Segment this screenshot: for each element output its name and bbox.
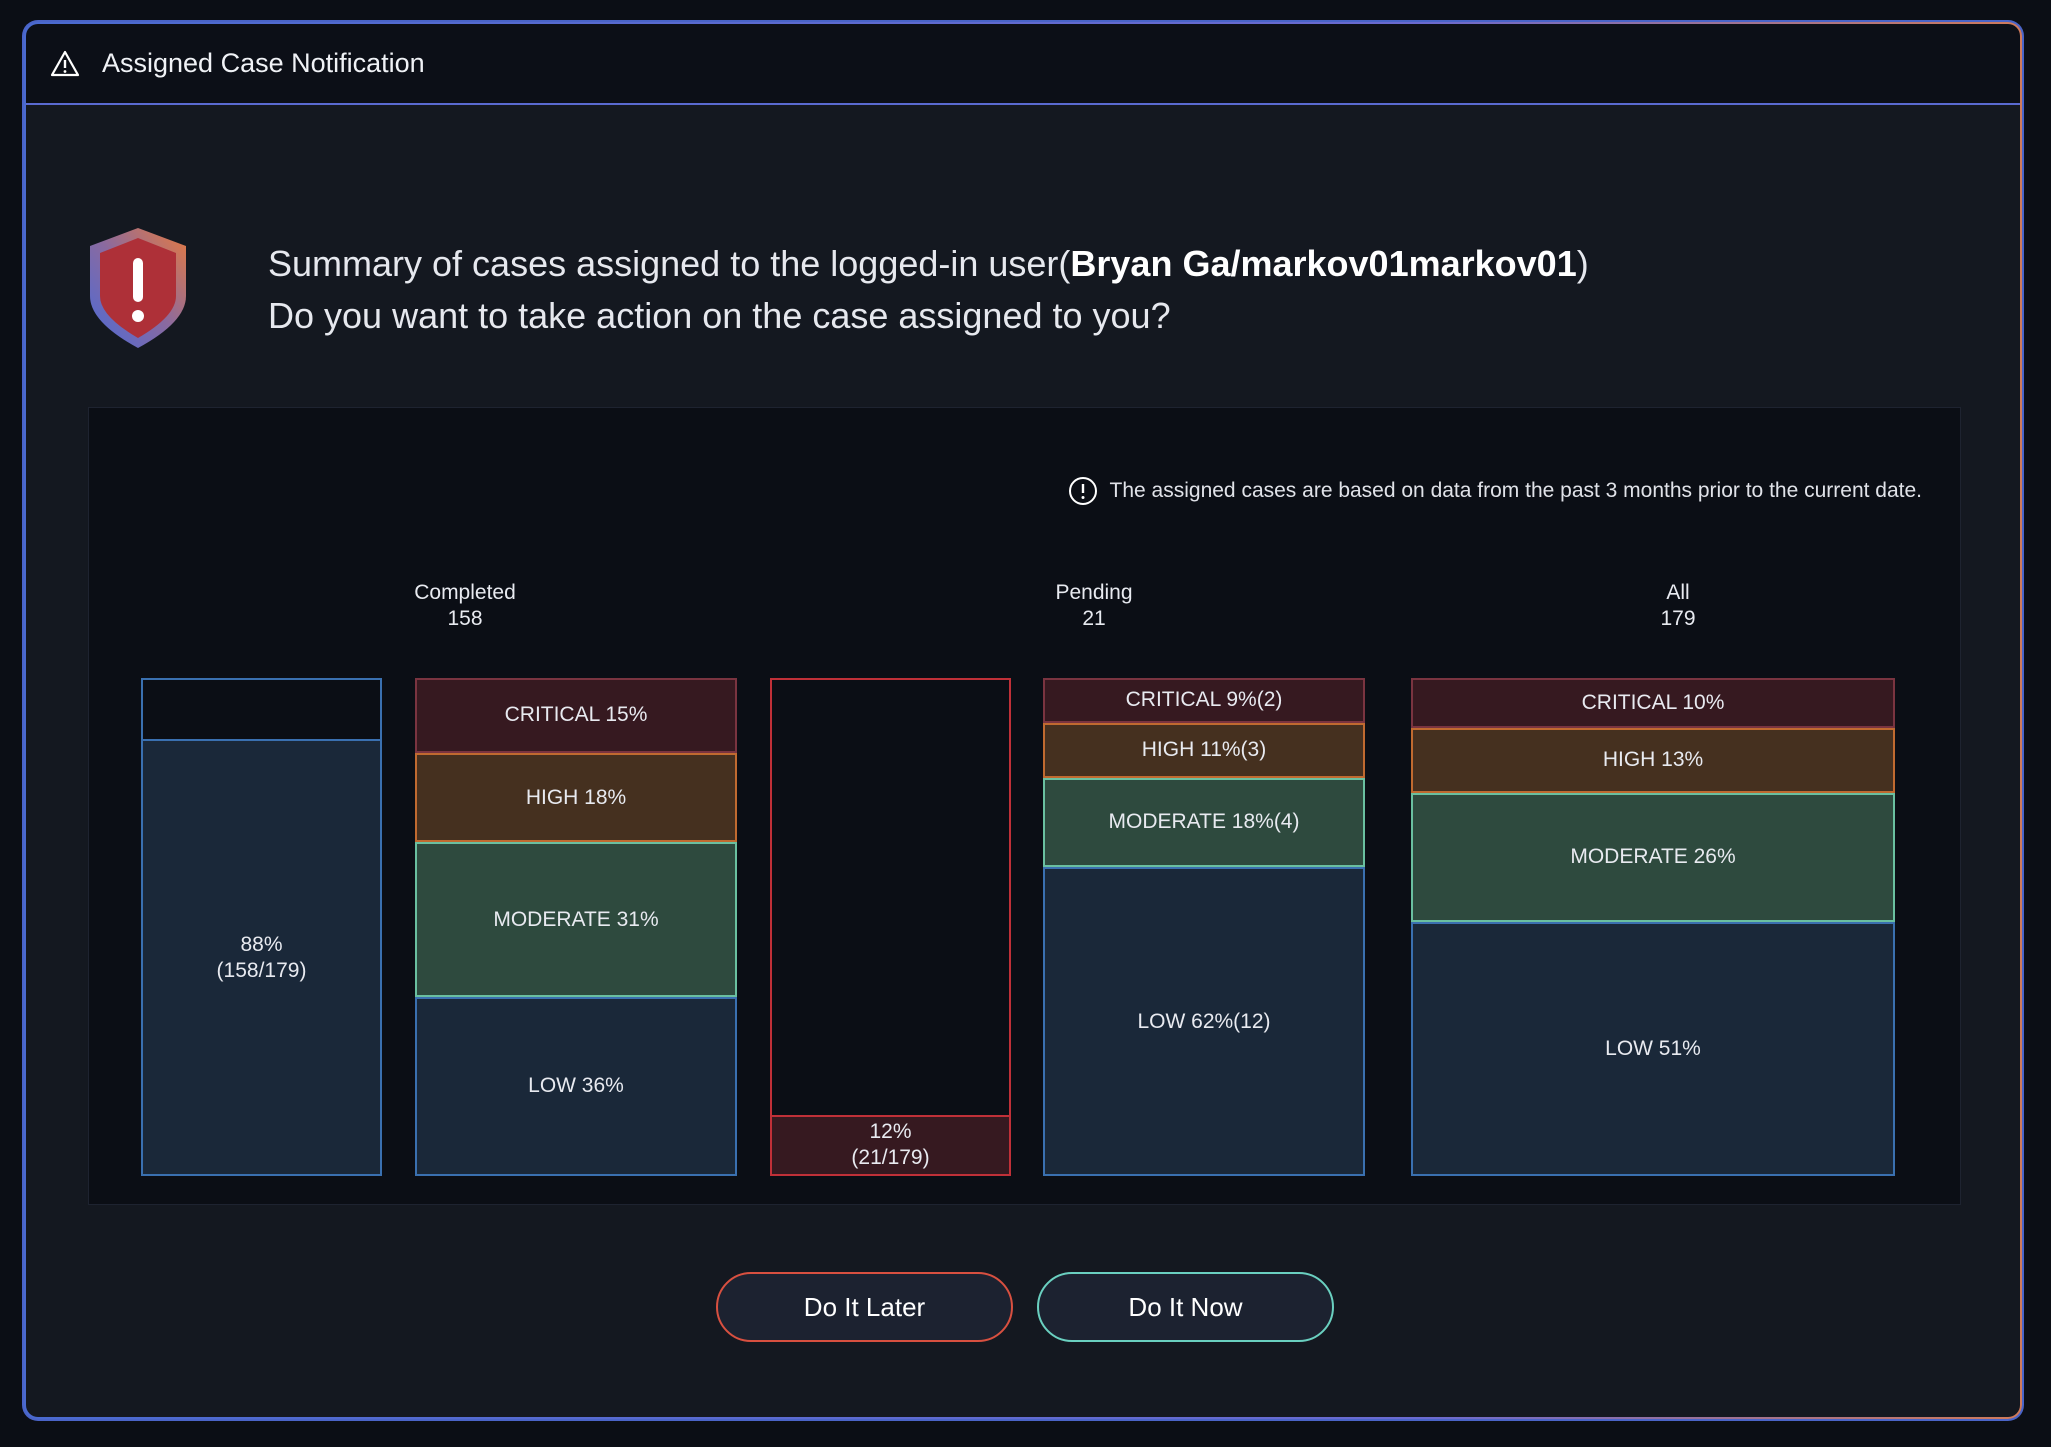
info-note-text: The assigned cases are based on data fro…: [1109, 479, 1922, 502]
segment-label: MODERATE 18%(4): [1108, 810, 1300, 834]
bar-4: CRITICAL 10% HIGH 13% MODERATE 26% LOW 51%: [1411, 678, 1895, 1176]
summary-prefix: Summary of cases assigned to the logged-…: [268, 243, 1071, 284]
segment-label: LOW 62%(12): [1137, 1009, 1271, 1033]
shield-alert-icon: [90, 228, 186, 348]
info-circle-icon: [1068, 477, 1097, 505]
group-label-completed: Completed 158: [414, 580, 516, 632]
modal-title: Assigned Case Notification: [102, 48, 425, 78]
group-count: 179: [1660, 607, 1696, 630]
summary-question: Do you want to take action on the case a…: [268, 295, 1171, 336]
segment-label: HIGH 11%(3): [1141, 738, 1267, 762]
segment-moderate: MODERATE 26%: [1411, 792, 1895, 922]
segment-low: LOW 36%: [415, 996, 737, 1176]
ratio-fill: 88% (158/179): [143, 739, 380, 1174]
segment-moderate: MODERATE 18%(4): [1043, 777, 1365, 868]
segment-critical: CRITICAL 15%: [415, 678, 737, 753]
group-count: 158: [447, 607, 483, 630]
bar-3: CRITICAL 9%(2) HIGH 11%(3) MODERATE 18%(4)…: [1043, 678, 1365, 1176]
group-label-all: All 179: [1660, 580, 1695, 632]
segment-critical: CRITICAL 9%(2): [1043, 678, 1365, 723]
group-name: Pending: [1055, 581, 1133, 604]
segment-label: LOW 36%: [528, 1074, 624, 1098]
bar-2: 12% (21/179): [770, 678, 1011, 1176]
chart-panel: The assigned cases are based on data fro…: [88, 407, 1961, 1205]
ratio-percent: 88%: [240, 932, 283, 956]
info-note: The assigned cases are based on data fro…: [1068, 476, 1922, 506]
segment-critical: CRITICAL 10%: [1411, 678, 1895, 728]
segment-label: MODERATE 31%: [493, 907, 659, 931]
segment-label: HIGH 13%: [1602, 748, 1704, 772]
segment-label: CRITICAL 15%: [504, 703, 648, 727]
group-count: 21: [1082, 607, 1106, 630]
segment-high: HIGH 11%(3): [1043, 722, 1365, 778]
segment-label: LOW 51%: [1605, 1037, 1701, 1060]
segment-low: LOW 51%: [1411, 922, 1895, 1176]
summary-text: Summary of cases assigned to the logged-…: [268, 238, 1589, 342]
segment-label: MODERATE 26%: [1570, 845, 1736, 869]
modal-header: Assigned Case Notification: [26, 24, 2020, 105]
ratio-percent: 12%: [869, 1120, 912, 1144]
segment-moderate: MODERATE 31%: [415, 842, 737, 997]
summary-suffix: ): [1576, 243, 1589, 284]
ratio-count: (158/179): [216, 958, 307, 982]
bar-0: 88% (158/179): [141, 678, 382, 1176]
segment-label: HIGH 18%: [525, 785, 627, 809]
do-it-later-button[interactable]: Do It Later: [716, 1272, 1013, 1342]
user-name: Bryan Ga/markov01markov01: [1070, 243, 1577, 284]
ratio-fill: 12% (21/179): [772, 1114, 1009, 1174]
segment-label: CRITICAL 9%(2): [1125, 688, 1283, 712]
ratio-count: (21/179): [851, 1146, 930, 1170]
segment-low: LOW 62%(12): [1043, 867, 1365, 1176]
group-name: Completed: [414, 581, 516, 604]
segment-high: HIGH 18%: [415, 752, 737, 843]
group-name: All: [1666, 581, 1690, 604]
group-label-pending: Pending 21: [1055, 580, 1132, 632]
notification-modal: Assigned Case Notification Summary of ca…: [24, 22, 2022, 1419]
warning-triangle-icon: [50, 50, 80, 76]
segment-label: CRITICAL 10%: [1581, 690, 1725, 714]
bar-1: CRITICAL 15% HIGH 18% MODERATE 31% LOW 36%: [415, 678, 737, 1176]
do-it-now-button[interactable]: Do It Now: [1037, 1272, 1334, 1342]
segment-high: HIGH 13%: [1411, 727, 1895, 793]
